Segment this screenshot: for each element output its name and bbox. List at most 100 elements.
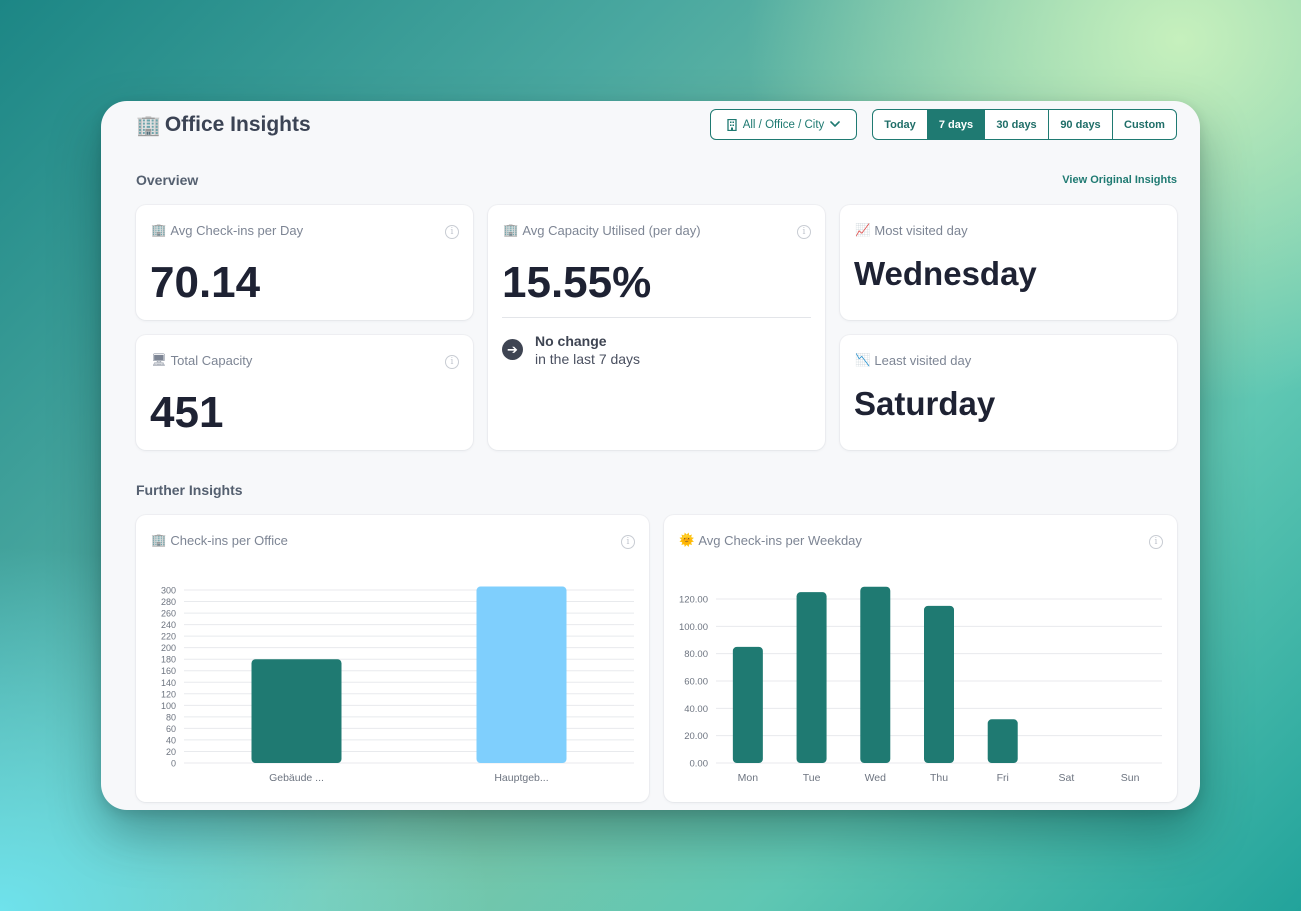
avg-checkins-weekday-chart: 0.00 20.00 40.00 60.00 80.00 100.00 120.00 Mon T… (679, 586, 1162, 784)
x-tick-label: Gebäude ... (269, 772, 324, 784)
y-tick-label: 0.00 (690, 759, 709, 770)
avg-checkins-label: 🏢 Avg Check-ins per Day (151, 223, 303, 238)
range-90-days-button[interactable]: 90 days (1049, 110, 1113, 139)
divider (502, 317, 811, 318)
further-insights-heading: Further Insights (136, 482, 243, 498)
insights-panel: 🏢 Office Insights All / Office / City To… (101, 101, 1200, 810)
y-tick-label: 80 (166, 712, 176, 722)
y-tick-label: 60.00 (684, 677, 708, 688)
view-original-insights-link[interactable]: View Original Insights (1062, 174, 1177, 186)
y-tick-label: 280 (161, 597, 176, 607)
office-building-icon: 🏢 (151, 223, 167, 237)
x-tick-label: Hauptgeb... (494, 772, 548, 784)
y-tick-label: 40 (166, 735, 176, 745)
bar (796, 592, 827, 763)
least-visited-card: 📉 Least visited day Saturday (840, 335, 1177, 450)
most-visited-label-text: Most visited day (874, 223, 968, 238)
info-icon[interactable]: i (1149, 535, 1163, 549)
chart-increasing-icon: 📈 (855, 223, 871, 237)
avg-capacity-card: 🏢 Avg Capacity Utilised (per day) i 15.5… (488, 205, 825, 450)
y-tick-label: 300 (161, 586, 176, 596)
most-visited-label: 📈 Most visited day (855, 223, 968, 238)
total-capacity-card: 🖥 Total Capacity i 451 (136, 335, 473, 450)
info-icon[interactable]: i (445, 225, 459, 239)
y-tick-label: 260 (161, 609, 176, 619)
chevron-down-icon (830, 121, 841, 128)
y-tick-label: 100.00 (679, 622, 708, 633)
x-tick-label: Thu (930, 772, 948, 784)
change-status: No change (535, 333, 607, 349)
total-capacity-label: 🖥 Total Capacity (151, 353, 252, 368)
y-tick-label: 20.00 (684, 731, 708, 742)
bar (732, 646, 763, 763)
avg-checkins-card: 🏢 Avg Check-ins per Day i 70.14 (136, 205, 473, 320)
avg-checkins-weekday-label-text: Avg Check-ins per Weekday (698, 533, 862, 548)
avg-checkins-label-text: Avg Check-ins per Day (170, 223, 304, 238)
checkins-per-office-label-text: Check-ins per Office (170, 533, 288, 548)
least-visited-label-text: Least visited day (874, 353, 972, 368)
date-range-selector: Today 7 days 30 days 90 days Custom (872, 109, 1177, 140)
checkins-per-office-card: 🏢 Check-ins per Office i 0 20 40 60 80 100 120… (136, 515, 649, 802)
checkins-per-office-label: 🏢 Check-ins per Office (151, 533, 288, 548)
avg-capacity-label: 🏢 Avg Capacity Utilised (per day) (503, 223, 701, 238)
y-tick-label: 20 (166, 747, 176, 757)
range-today-button[interactable]: Today (873, 110, 928, 139)
avg-capacity-value: 15.55% (502, 258, 652, 307)
x-tick-label: Sun (1121, 772, 1140, 784)
total-capacity-value: 451 (150, 388, 224, 437)
avg-checkins-value: 70.14 (150, 258, 261, 307)
location-filter-label: All / Office / City (742, 118, 825, 131)
office-building-icon: 🏢 (503, 223, 519, 237)
avg-checkins-weekday-label: 🌞 Avg Check-ins per Weekday (679, 533, 862, 548)
y-tick-label: 0 (171, 759, 176, 769)
info-icon[interactable]: i (621, 535, 635, 549)
avg-checkins-weekday-card: 🌞 Avg Check-ins per Weekday i 0.00 20.00 4… (664, 515, 1177, 802)
bar (987, 719, 1018, 763)
avg-capacity-label-text: Avg Capacity Utilised (per day) (522, 223, 701, 238)
x-tick-label: Tue (803, 772, 821, 784)
y-tick-label: 60 (166, 724, 176, 734)
y-tick-label: 240 (161, 620, 176, 630)
most-visited-value: Wednesday (854, 255, 1037, 292)
y-tick-label: 180 (161, 655, 176, 665)
least-visited-value: Saturday (854, 385, 996, 422)
y-tick-label: 80.00 (684, 649, 708, 660)
bar (251, 659, 342, 763)
y-tick-label: 160 (161, 666, 176, 676)
office-building-icon: 🏢 (151, 533, 167, 547)
monitor-icon: 🖥 (151, 353, 167, 367)
most-visited-card: 📈 Most visited day Wednesday (840, 205, 1177, 320)
y-tick-label: 100 (161, 701, 176, 711)
change-period: in the last 7 days (535, 351, 641, 367)
x-tick-label: Mon (738, 772, 759, 784)
page-title-text: Office Insights (164, 113, 311, 136)
y-tick-label: 120.00 (679, 595, 708, 606)
x-tick-label: Sat (1059, 772, 1075, 784)
y-tick-label: 40.00 (684, 704, 708, 715)
overview-heading: Overview (136, 172, 199, 188)
range-custom-button[interactable]: Custom (1124, 118, 1165, 131)
range-30-days-button[interactable]: 30 days (985, 110, 1049, 139)
least-visited-label: 📉 Least visited day (855, 353, 971, 368)
bar (924, 605, 954, 763)
arrow-right-circle-icon: ➔ (502, 339, 523, 360)
y-tick-label: 140 (161, 678, 176, 688)
location-filter-dropdown[interactable]: All / Office / City (710, 109, 857, 140)
x-tick-label: Wed (865, 772, 887, 784)
range-7-days-button[interactable]: 7 days (928, 110, 985, 139)
chart-decreasing-icon: 📉 (855, 353, 871, 367)
y-tick-label: 220 (161, 632, 176, 642)
page-title: 🏢 Office Insights (136, 111, 311, 139)
bar (476, 586, 567, 763)
info-icon[interactable]: i (797, 225, 811, 239)
x-tick-label: Fri (997, 772, 1009, 784)
y-tick-label: 200 (161, 643, 176, 653)
building-icon (727, 118, 737, 131)
y-tick-label: 120 (161, 689, 176, 699)
total-capacity-label-text: Total Capacity (170, 353, 253, 368)
info-icon[interactable]: i (445, 355, 459, 369)
bar (860, 586, 891, 763)
sun-icon: 🌞 (679, 533, 695, 547)
office-building-icon: 🏢 (136, 113, 161, 137)
